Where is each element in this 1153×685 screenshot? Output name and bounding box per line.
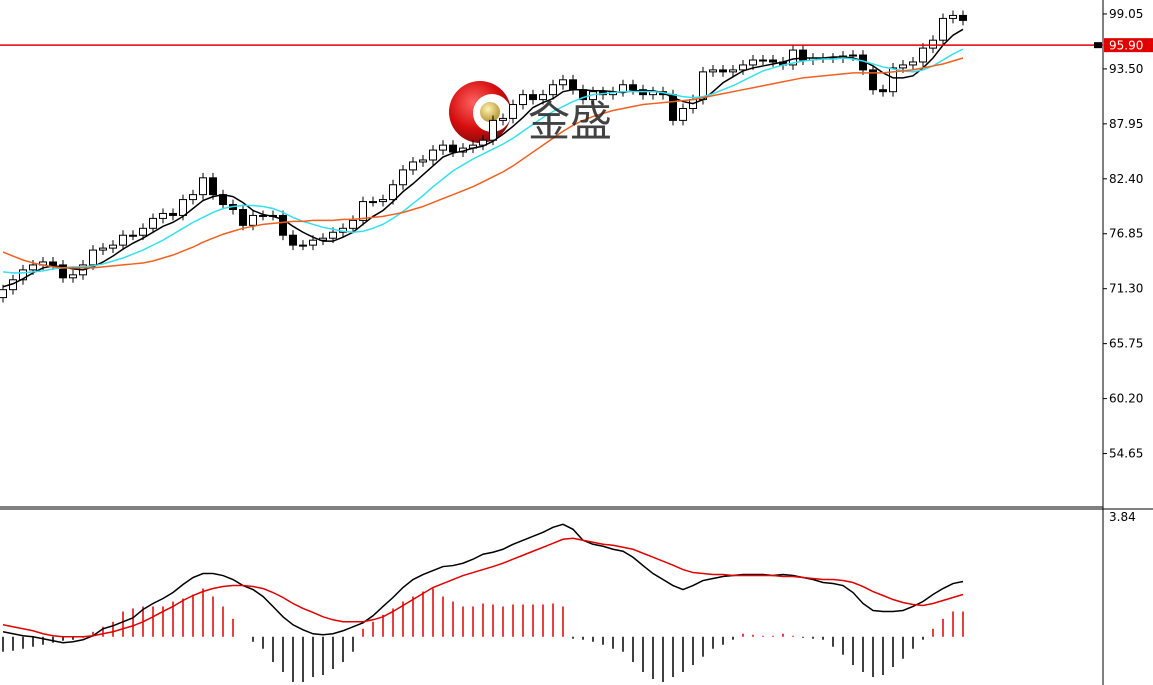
candle-body xyxy=(799,49,807,61)
candle-body xyxy=(949,14,957,19)
candle-body xyxy=(909,61,917,66)
candle-body xyxy=(749,59,757,66)
candle-body xyxy=(569,79,577,91)
candle-body xyxy=(139,227,147,236)
current-price-box xyxy=(1104,38,1153,53)
candle-body xyxy=(109,244,117,249)
candle-body xyxy=(399,169,407,186)
candle-body xyxy=(299,244,307,247)
candle-body xyxy=(409,161,417,171)
candle-body xyxy=(179,199,187,216)
candle-body xyxy=(29,264,37,271)
y-tick-label: 87.95 xyxy=(1109,117,1143,131)
candle-body xyxy=(119,234,127,246)
candle-body xyxy=(59,264,67,279)
logo xyxy=(449,81,511,143)
candle-body xyxy=(159,212,167,219)
candle-body xyxy=(619,84,627,93)
candle-body xyxy=(549,84,557,96)
candle-body xyxy=(419,159,427,163)
candle-body xyxy=(349,219,357,229)
candle-body xyxy=(919,47,927,63)
candle-body xyxy=(49,261,57,266)
candle-body xyxy=(429,149,437,161)
candle-body xyxy=(479,139,487,146)
candle-body xyxy=(439,144,447,151)
watermark: 金盛 xyxy=(528,97,612,146)
candle-body xyxy=(259,214,267,217)
candle-body xyxy=(369,201,377,204)
candle-body xyxy=(219,194,227,206)
candle-body xyxy=(939,17,947,41)
indicator-line xyxy=(2,57,964,269)
candle-body xyxy=(729,69,737,73)
candle-body xyxy=(289,234,297,246)
logo-coin xyxy=(480,102,500,122)
candle-body xyxy=(869,69,877,91)
candle-body xyxy=(739,64,747,71)
candle-body xyxy=(129,234,137,237)
candles xyxy=(0,10,967,303)
candle-body xyxy=(889,67,897,93)
candle-body xyxy=(389,184,397,201)
y-tick-label: 60.20 xyxy=(1109,392,1143,406)
candle-body xyxy=(629,84,637,91)
y-tick-label: 54.65 xyxy=(1109,447,1143,461)
candle-body xyxy=(19,269,27,281)
candle-body xyxy=(789,49,797,66)
candle-body xyxy=(69,274,77,279)
candle-body xyxy=(759,59,767,62)
candle-body xyxy=(199,177,207,196)
candle-body xyxy=(279,214,287,236)
candle-body xyxy=(959,14,967,21)
candle-body xyxy=(879,89,887,93)
y-tick-label: 71.30 xyxy=(1109,282,1143,296)
candle-body xyxy=(0,289,7,299)
candle-body xyxy=(529,94,537,101)
indicator-line xyxy=(2,537,964,638)
candle-body xyxy=(509,104,517,119)
candle-body xyxy=(489,119,497,141)
candle-body xyxy=(149,217,157,229)
candle-body xyxy=(679,108,687,121)
candle-body xyxy=(449,144,457,153)
y-tick-label: 93.50 xyxy=(1109,62,1143,76)
candle-body xyxy=(379,199,387,203)
candle-body xyxy=(89,249,97,266)
candle-body xyxy=(899,64,907,69)
candle-body xyxy=(329,231,337,239)
candle-body xyxy=(189,194,197,201)
candle-body xyxy=(249,214,257,226)
candle-body xyxy=(99,247,107,251)
y-tick-label: 99.05 xyxy=(1109,7,1143,21)
candle-body xyxy=(309,239,317,246)
candle-body xyxy=(849,54,857,57)
candle-body xyxy=(929,39,937,49)
candle-body xyxy=(499,117,507,121)
y-tick-label: 76.85 xyxy=(1109,227,1143,241)
candle-body xyxy=(239,208,247,226)
candle-body xyxy=(769,59,777,63)
candle-body xyxy=(559,79,567,86)
y-tick-label: 65.75 xyxy=(1109,337,1143,351)
indicator-line xyxy=(2,48,964,274)
current-price-marker xyxy=(1094,42,1102,49)
candle-body xyxy=(709,69,717,73)
candle-body xyxy=(519,94,527,106)
y-tick-label: 82.40 xyxy=(1109,172,1143,186)
candle-body xyxy=(359,201,367,221)
candle-body xyxy=(209,177,217,196)
candle-body xyxy=(169,212,177,216)
current-price-label: 95.90 xyxy=(1109,39,1143,53)
y-tick-label: 3.84 xyxy=(1109,510,1136,524)
indicator-line xyxy=(2,28,964,288)
candle-body xyxy=(539,94,547,101)
candle-body xyxy=(719,69,727,73)
